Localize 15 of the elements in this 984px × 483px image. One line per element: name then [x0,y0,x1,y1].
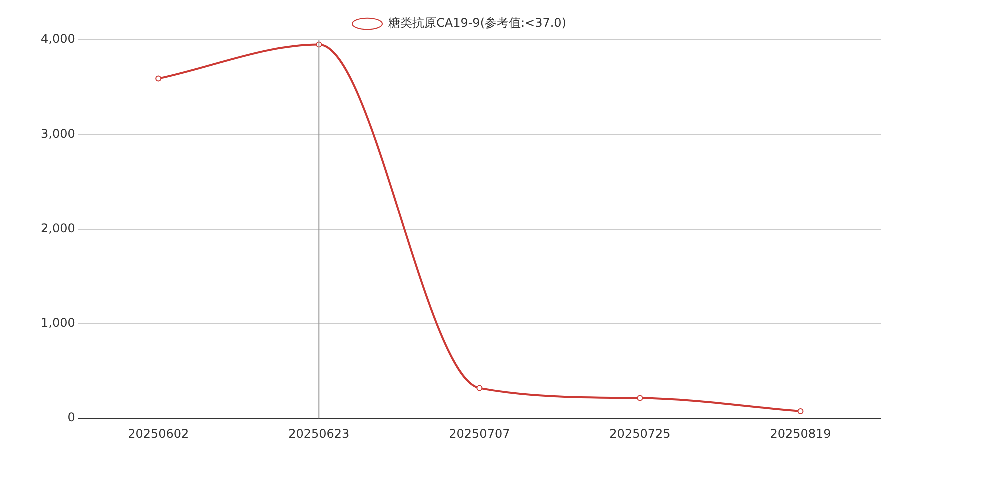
point [637,395,644,402]
x-tick-label: 20250707 [449,426,510,441]
y-tick-label: 4,000 [40,32,76,46]
y-tick-label: 2,000 [40,221,76,236]
x-tick-label: 20250602 [128,426,190,441]
x-tick-label: 20250819 [770,426,832,441]
x-tick-label: 20250725 [610,426,671,441]
point [476,385,483,392]
y-tick-label: 0 [68,410,76,425]
point [798,408,804,414]
point [156,76,162,82]
y-tick-label: 1,000 [40,316,76,330]
x-tick-label: 20250623 [288,426,350,441]
y-tick-label: 3,000 [40,126,76,141]
legend-label: 糖类抗原CA19-9(参考值:<37.0) [388,16,567,30]
